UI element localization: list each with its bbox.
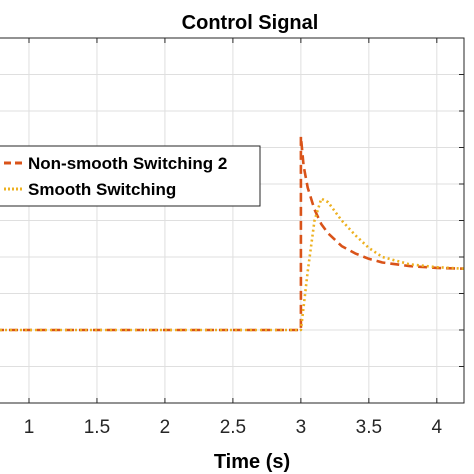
x-axis-label: Time (s) [214, 451, 290, 473]
x-tick-label: 1 [24, 417, 35, 438]
x-tick-label: 3.5 [356, 417, 382, 438]
legend: Non-smooth Switching 2 Smooth Switching [0, 145, 261, 207]
x-tick-label: 2 [160, 417, 171, 438]
axes [0, 37, 465, 404]
x-tick-label: 2.5 [220, 417, 246, 438]
legend-box [0, 145, 261, 207]
x-tick-label: 3 [296, 417, 307, 438]
legend-label-smooth: Smooth Switching [28, 180, 176, 199]
series-line-non-smooth [0, 135, 465, 332]
grid [0, 38, 464, 403]
x-tick-labels: 1 1.5 2 2.5 3 3.5 4 [24, 417, 443, 438]
x-tick-label: 4 [432, 417, 443, 438]
chart-title: Control Signal [182, 12, 319, 34]
series-lines [0, 135, 465, 332]
x-tick-label: 1.5 [84, 417, 110, 438]
legend-label-non-smooth: Non-smooth Switching 2 [28, 154, 227, 173]
